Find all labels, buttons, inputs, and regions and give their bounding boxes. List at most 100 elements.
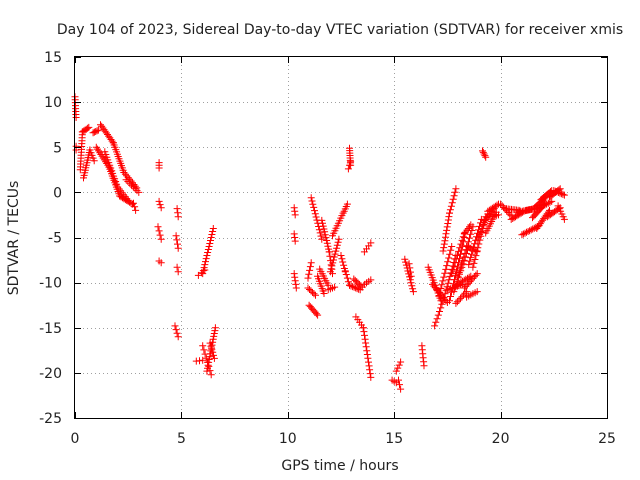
data-point [90,157,98,165]
data-point [204,246,212,253]
data-point [443,262,451,270]
data-point [323,239,331,247]
data-points [71,93,568,393]
data-point [135,188,143,196]
data-point [157,235,165,243]
axis-ticks [75,57,608,419]
data-point [202,258,209,266]
y-tick-label: 0 [53,185,62,201]
data-point [438,300,446,308]
data-point [329,259,337,267]
data-point [474,233,482,241]
data-point [446,297,453,305]
data-point [330,253,338,261]
x-tick-labels: 0 5 10 15 20 25 [71,431,616,447]
data-point [292,284,300,292]
data-point [199,270,207,278]
data-point [473,288,481,296]
data-point [553,188,561,196]
data-point [460,253,468,261]
data-point [471,256,479,263]
data-point [407,272,415,280]
data-point [447,202,455,210]
data-point [316,229,324,237]
data-point [202,354,210,362]
data-point [443,286,451,294]
data-point [479,148,487,156]
data-point [326,252,334,260]
data-point [122,176,130,184]
data-point [310,203,318,211]
data-point [446,209,453,217]
data-point [543,200,551,208]
data-point [321,231,329,239]
data-point [395,361,403,369]
data-point [129,183,137,191]
data-point [470,243,478,251]
data-point [441,290,449,298]
data-point [409,285,417,293]
data-point [478,225,486,233]
data-point [174,213,182,221]
data-point [544,199,552,207]
data-point [438,281,446,289]
data-point [210,330,218,337]
data-point [408,282,416,290]
data-point [395,376,402,384]
data-point [343,200,351,208]
data-point [322,234,330,242]
data-point [203,252,211,259]
data-point [523,228,530,236]
y-tick-label: -15 [39,321,62,337]
data-point [307,194,315,202]
data-point [402,258,410,266]
data-point [200,264,208,272]
data-point [304,284,312,292]
data-point [556,189,564,197]
data-point [209,348,217,356]
data-point [472,252,480,260]
data-point [440,240,448,248]
data-point [477,228,485,235]
data-point [524,228,532,235]
data-point [208,231,216,238]
data-point [469,263,477,271]
data-point [206,240,214,247]
data-point [155,164,163,172]
y-tick-label: 15 [44,50,62,66]
data-point [448,199,456,207]
data-point [472,271,480,279]
data-point [200,346,208,354]
data-point [439,247,447,255]
data-point [451,284,459,292]
data-point [440,244,448,252]
data-point [473,236,481,244]
data-point [467,254,475,262]
data-point [469,247,477,255]
data-point [331,283,339,291]
data-point [366,366,374,374]
data-point [174,268,182,276]
x-tick-label: 10 [279,431,297,447]
data-point [309,288,316,296]
data-point [394,364,402,372]
data-point [291,237,299,245]
data-point [465,261,473,269]
data-point [451,188,459,196]
y-axis-label: SDTVAR / TECUs [6,181,22,296]
data-point [452,255,460,263]
data-point [199,342,207,350]
data-point [204,364,211,372]
data-point [459,257,467,265]
data-point [455,296,463,304]
data-point [173,205,181,213]
data-point [204,249,212,256]
data-point [346,281,353,289]
x-tick-label: 15 [385,431,403,447]
data-point [291,211,299,219]
data-point [433,315,441,323]
data-point [350,283,358,291]
data-point [548,197,556,205]
data-point [124,197,132,204]
